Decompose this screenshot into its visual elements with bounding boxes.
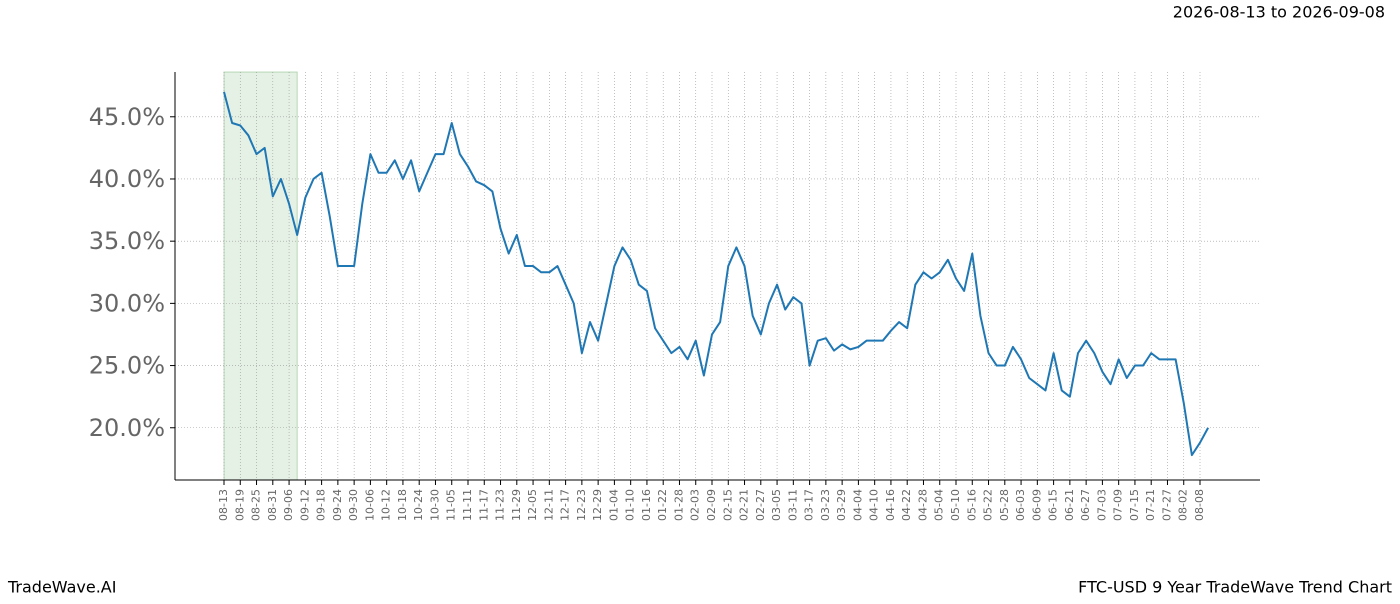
x-tick-label: 03-11	[786, 489, 799, 521]
x-tick-label: 06-27	[1079, 489, 1092, 521]
x-tick-label: 06-15	[1047, 489, 1060, 521]
x-tick-label: 05-16	[965, 489, 978, 521]
x-tick-label: 05-10	[949, 489, 962, 521]
x-tick-label: 02-21	[738, 489, 751, 521]
x-tick-label: 11-29	[510, 489, 523, 521]
y-tick-label: 20.0%	[89, 414, 165, 442]
x-tick-label: 10-06	[363, 489, 376, 521]
y-tick-label: 25.0%	[89, 352, 165, 380]
x-tick-label: 12-11	[542, 489, 555, 521]
y-tick-label: 40.0%	[89, 165, 165, 193]
x-tick-label: 02-09	[705, 489, 718, 521]
x-tick-label: 01-04	[607, 489, 620, 521]
y-tick-label: 45.0%	[89, 103, 165, 131]
x-tick-label: 08-08	[1193, 489, 1206, 521]
x-tick-label: 08-13	[217, 489, 230, 521]
x-tick-label: 09-24	[331, 489, 344, 521]
x-tick-label: 12-23	[575, 489, 588, 521]
x-tick-label: 03-29	[835, 489, 848, 521]
x-tick-label: 11-17	[477, 489, 490, 521]
x-tick-label: 01-22	[656, 489, 669, 521]
x-tick-label: 01-16	[640, 489, 653, 521]
x-tick-label: 08-31	[266, 489, 279, 521]
x-tick-label: 05-04	[933, 489, 946, 521]
x-tick-label: 02-03	[689, 489, 702, 521]
footer-right: FTC-USD 9 Year TradeWave Trend Chart	[1078, 578, 1392, 597]
x-tick-label: 11-23	[494, 489, 507, 521]
x-tick-label: 03-17	[803, 489, 816, 521]
x-tick-label: 12-29	[591, 489, 604, 521]
x-tick-label: 04-22	[900, 489, 913, 521]
x-tick-label: 09-12	[298, 489, 311, 521]
x-tick-label: 10-24	[412, 489, 425, 521]
x-tick-label: 07-21	[1144, 489, 1157, 521]
x-tick-label: 06-03	[1014, 489, 1027, 521]
x-tick-label: 04-04	[851, 489, 864, 521]
x-tick-label: 03-23	[819, 489, 832, 521]
x-tick-label: 05-28	[998, 489, 1011, 521]
y-tick-label: 30.0%	[89, 289, 165, 317]
x-tick-label: 07-27	[1160, 489, 1173, 521]
x-tick-label: 07-15	[1128, 489, 1141, 521]
x-tick-label: 01-28	[672, 489, 685, 521]
x-tick-label: 10-30	[428, 489, 441, 521]
x-tick-label: 08-25	[250, 489, 263, 521]
x-tick-label: 01-10	[624, 489, 637, 521]
x-tick-label: 06-09	[1030, 489, 1043, 521]
x-tick-label: 12-17	[559, 489, 572, 521]
subtitle: 2026-08-13 to 2026-09-08	[1173, 3, 1385, 22]
footer-left: TradeWave.AI	[7, 578, 116, 597]
x-tick-label: 05-22	[982, 489, 995, 521]
x-tick-label: 03-05	[770, 489, 783, 521]
x-tick-label: 09-18	[315, 489, 328, 521]
x-tick-label: 07-09	[1112, 489, 1125, 521]
x-tick-label: 10-12	[380, 489, 393, 521]
trend-line	[223, 91, 1210, 457]
x-tick-label: 11-05	[445, 489, 458, 521]
x-tick-label: 08-19	[233, 489, 246, 521]
x-tick-label: 07-03	[1095, 489, 1108, 521]
x-tick-label: 08-02	[1177, 489, 1190, 521]
x-tick-label: 11-11	[461, 489, 474, 521]
x-tick-label: 04-16	[884, 489, 897, 521]
x-tick-label: 04-28	[916, 489, 929, 521]
x-tick-label: 02-15	[721, 489, 734, 521]
x-tick-label: 09-06	[282, 489, 295, 521]
x-tick-label: 02-27	[754, 489, 767, 521]
highlight-band	[223, 71, 298, 481]
x-tick-label: 04-10	[868, 489, 881, 521]
x-tick-label: 10-18	[396, 489, 409, 521]
x-tick-label: 09-30	[347, 489, 360, 521]
x-tick-label: 06-21	[1063, 489, 1076, 521]
y-tick-label: 35.0%	[89, 227, 165, 255]
x-tick-label: 12-05	[526, 489, 539, 521]
